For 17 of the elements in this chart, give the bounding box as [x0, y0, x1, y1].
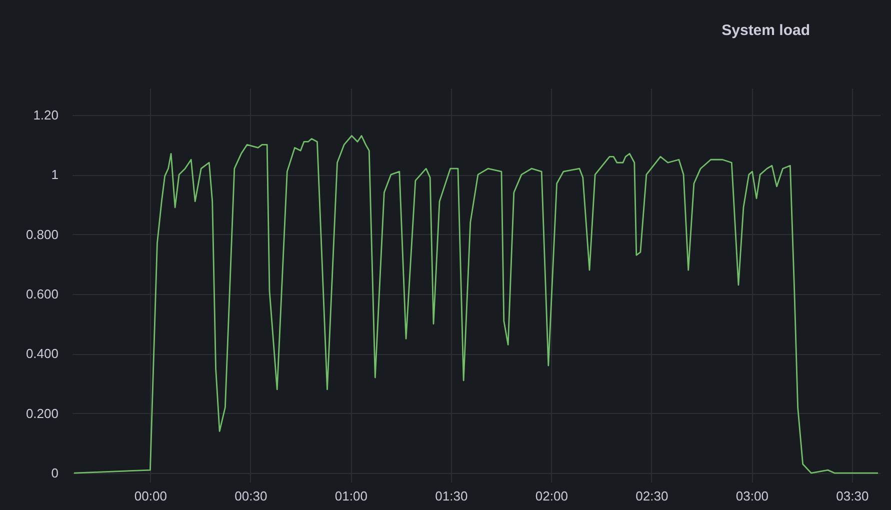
y-tick-label: 0.400 [26, 346, 58, 362]
y-tick-label: 1 [51, 167, 58, 182]
y-tick-label: 0 [51, 466, 58, 481]
x-tick-label: 00:00 [134, 488, 167, 504]
y-tick-label: 0.200 [26, 406, 58, 421]
x-tick-label: 03:30 [836, 488, 869, 504]
x-tick-label: 03:00 [736, 488, 768, 504]
x-tick-label: 01:30 [435, 488, 468, 504]
y-tick-label: 0.800 [26, 226, 58, 242]
x-tick-label: 02:00 [535, 488, 568, 504]
x-tick-label: 00:30 [234, 488, 268, 504]
x-tick-label: 01:00 [334, 488, 368, 504]
line-series [73, 135, 879, 474]
y-tick-label: 0.600 [26, 286, 58, 302]
x-tick-label: 02:30 [636, 488, 668, 504]
y-tick-label: 1.20 [33, 107, 58, 122]
chart-title: System load [722, 22, 810, 39]
